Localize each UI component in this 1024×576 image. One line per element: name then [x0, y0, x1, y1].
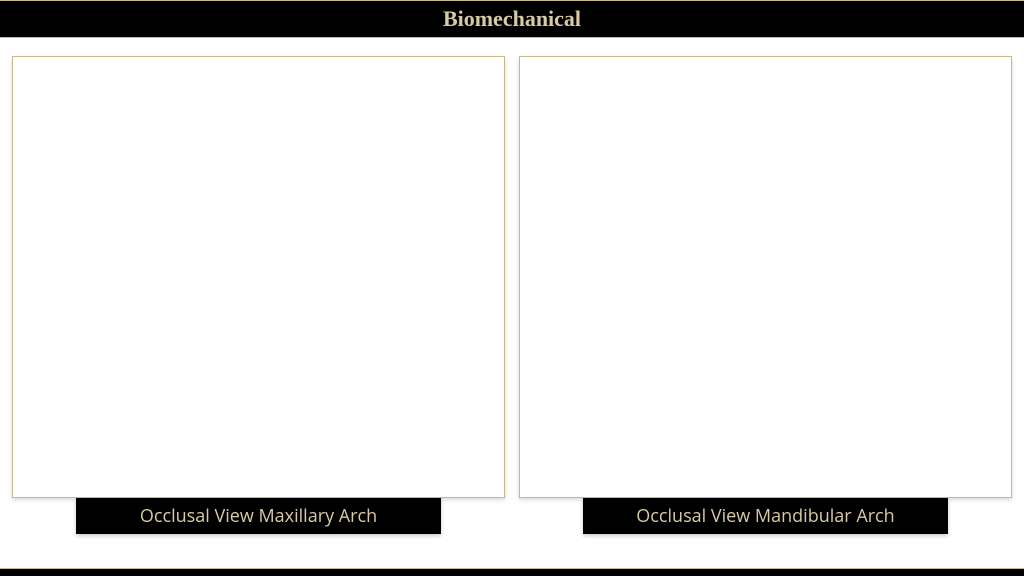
title-bar: Biomechanical	[0, 0, 1024, 38]
caption-text-mandibular: Occlusal View Mandibular Arch	[636, 504, 894, 528]
caption-text-maxillary: Occlusal View Maxillary Arch	[140, 504, 377, 528]
caption-bar-maxillary: Occlusal View Maxillary Arch	[76, 498, 441, 534]
panel-column-left: Occlusal View Maxillary Arch	[12, 56, 505, 562]
page-title: Biomechanical	[443, 6, 581, 32]
image-panel-maxillary	[12, 56, 505, 498]
footer-bar	[0, 568, 1024, 576]
slide-page: Biomechanical Occlusal View Maxillary Ar…	[0, 0, 1024, 576]
panel-column-right: Occlusal View Mandibular Arch	[519, 56, 1012, 562]
caption-bar-mandibular: Occlusal View Mandibular Arch	[583, 498, 948, 534]
image-panel-mandibular	[519, 56, 1012, 498]
content-row: Occlusal View Maxillary Arch Occlusal Vi…	[0, 38, 1024, 568]
